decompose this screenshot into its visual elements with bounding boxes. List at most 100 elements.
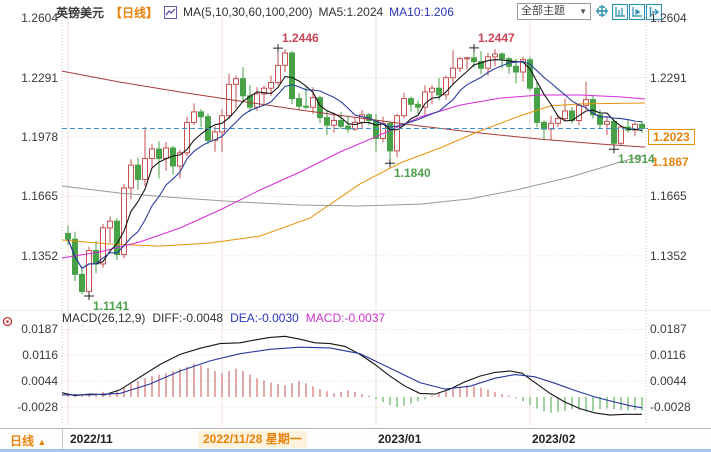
candle-body	[240, 78, 246, 97]
chevron-down-icon: ▼	[579, 7, 587, 16]
candle-body	[296, 98, 302, 107]
candle-body	[429, 87, 435, 93]
macd-header: MACD(26,12,9) DIFF:-0.0048 DEA:-0.0030 M…	[62, 311, 385, 325]
macd-dea-value: DEA:-0.0030	[230, 311, 299, 325]
price-annotation: 1.1141	[93, 299, 129, 313]
candle-body	[415, 103, 421, 108]
symbol-name: 英镑美元	[56, 5, 105, 20]
candle-body	[289, 52, 295, 100]
theme-dropdown[interactable]: 全部主题 ▼	[517, 3, 591, 20]
extreme-marker-icon	[84, 292, 94, 300]
candle-body	[331, 120, 337, 126]
period-label: 日线	[10, 434, 35, 448]
ma60-line	[61, 154, 646, 207]
axis-tick-label: 1.1665	[650, 189, 687, 204]
candle-body	[471, 57, 477, 63]
extreme-marker-icon	[273, 44, 283, 53]
candle-body	[520, 59, 526, 73]
play-forward-icon	[632, 7, 642, 17]
candle-body	[345, 125, 351, 130]
candle-body	[191, 111, 197, 123]
candle-body	[233, 78, 239, 85]
candle-body	[198, 111, 204, 118]
candle-body	[597, 114, 603, 125]
axis-tick-label: 1.2291	[21, 70, 58, 85]
axis-tick-label: 1.2604	[21, 11, 58, 26]
price-annotation: 1.1914	[618, 152, 655, 166]
candle-body	[163, 147, 169, 159]
extreme-marker-icon	[609, 145, 619, 154]
axis-tick-label: 0.0187	[650, 322, 687, 337]
date-tick-label: 2023/02	[532, 432, 576, 446]
step-forward-button[interactable]	[646, 4, 662, 20]
candle-body	[282, 52, 288, 66]
ma-settings-label: MA(5,10,30,60,100,200)	[183, 5, 313, 19]
candle-body	[324, 117, 330, 126]
indicator-link-icon[interactable]	[2, 314, 13, 332]
candle-body	[555, 118, 561, 124]
candle-body	[387, 122, 393, 152]
period-tag: 【日线】	[110, 5, 159, 20]
dea-line	[62, 346, 643, 409]
ma100-line	[61, 102, 646, 247]
macd-macd-value: MACD:-0.0037	[305, 311, 386, 325]
candle-body	[177, 152, 183, 167]
candle-body	[275, 64, 281, 84]
axis-tick-label: 0.0116	[650, 348, 686, 363]
candle-body	[303, 105, 309, 108]
candle-body	[128, 164, 134, 189]
axis-tick-label: 0.0187	[21, 322, 58, 337]
candle-body	[499, 53, 505, 60]
axis-tick-label: 1.1352	[650, 248, 687, 263]
axis-tick-label: -0.0028	[650, 400, 691, 415]
candle-body	[632, 123, 638, 131]
candle-body	[618, 126, 624, 144]
date-tick-label: 2023/01	[378, 432, 422, 446]
candle-body	[478, 61, 484, 69]
candle-body	[457, 58, 463, 69]
secondary-price-label: 1.1867	[652, 155, 689, 169]
candle-body	[583, 99, 589, 106]
price-annotation: 1.2447	[478, 31, 515, 45]
candle-body	[401, 98, 407, 117]
period-selector[interactable]: 日线 ▲	[10, 432, 46, 449]
candle-body	[562, 110, 568, 120]
play-forward-button[interactable]	[629, 4, 645, 20]
zoom-range-button[interactable]	[612, 4, 628, 20]
diff-line	[61, 335, 642, 416]
axis-tick-label: 0.0116	[22, 348, 58, 363]
axis-tick-label: -0.0028	[17, 400, 58, 415]
price-annotation: 1.2446	[282, 31, 319, 45]
candle-body	[338, 120, 344, 127]
candle-body	[107, 220, 113, 229]
axis-tick-label: 0.0044	[650, 374, 687, 389]
candle-body	[100, 227, 106, 265]
axis-tick-label: 1.1665	[21, 189, 58, 204]
macd-title: MACD(26,12,9)	[62, 311, 146, 325]
crosshair-button[interactable]	[595, 4, 609, 18]
axis-tick-label: 1.1352	[21, 248, 58, 263]
candle-body	[394, 115, 400, 152]
candle-body	[268, 82, 274, 89]
candle-body	[184, 121, 190, 154]
step-forward-icon	[649, 7, 659, 17]
theme-dropdown-label: 全部主题	[521, 5, 565, 17]
candle-body	[611, 120, 617, 144]
ma30-line	[61, 94, 646, 259]
ma10-value: MA10:1.206	[389, 5, 454, 19]
chart-header: 英镑美元 【日线】 MA(5,10,30,60,100,200) MA5:1.2…	[56, 3, 454, 21]
candle-body	[149, 148, 155, 159]
ma200-line	[61, 70, 646, 148]
candle-body	[142, 158, 148, 180]
axis-tick-label: 1.2291	[650, 70, 687, 85]
current-price-badge: 1.2023	[648, 129, 695, 145]
candle-body	[212, 131, 218, 141]
zoom-range-icon	[615, 7, 625, 17]
candle-body	[156, 148, 162, 159]
candle-body	[604, 120, 610, 125]
candle-body	[436, 87, 442, 96]
price-annotation: 1.1840	[394, 166, 431, 180]
candle-body	[65, 233, 71, 240]
